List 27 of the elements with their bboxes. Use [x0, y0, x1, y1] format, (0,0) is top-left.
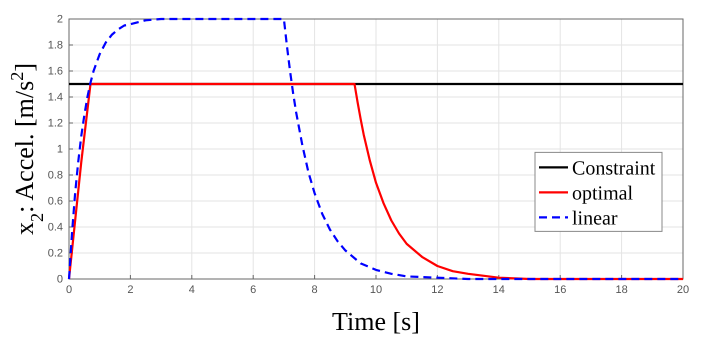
legend-label: linear	[572, 207, 618, 230]
x-tick-label: 12	[431, 284, 444, 296]
x-tick-label: 2	[127, 284, 134, 296]
x-tick-label: 10	[370, 284, 382, 296]
legend-label: optimal	[572, 182, 634, 204]
y-tick-label: 0.2	[48, 248, 63, 260]
y-tick-label: 1.2	[48, 118, 63, 130]
y-tick-label: 0	[56, 274, 63, 286]
y-tick-label: 1.4	[48, 92, 63, 104]
x-tick-label: 14	[492, 284, 505, 296]
y-tick-label: 2	[56, 14, 63, 26]
y-tick-label: 1.8	[48, 40, 63, 52]
x-tick-label: 20	[676, 284, 690, 296]
legend-label: Constraint	[572, 157, 656, 180]
x-tick-label: 6	[250, 284, 256, 296]
x-tick-label: 8	[312, 284, 318, 296]
x-tick-label: 4	[188, 284, 195, 296]
y-tick-label: 0.8	[48, 170, 63, 182]
line-series	[68, 82, 684, 280]
x-axis-title: Time [s]	[332, 307, 420, 336]
y-tick-label: 1.6	[48, 66, 63, 78]
x-tick-label: 0	[66, 284, 72, 296]
x-tick-label: 16	[554, 284, 566, 296]
y-tick-label: 0.4	[48, 222, 63, 234]
y-tick-label: 0.6	[48, 196, 63, 208]
x-tick-label: 18	[615, 284, 628, 296]
y-tick-label: 1	[56, 144, 63, 156]
